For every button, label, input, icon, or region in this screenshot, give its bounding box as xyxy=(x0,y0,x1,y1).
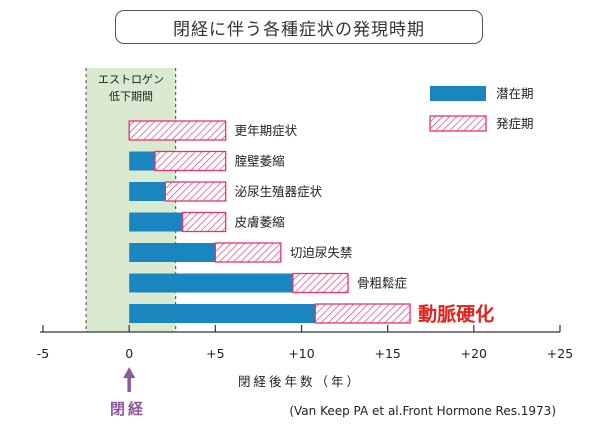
bar-onset-3 xyxy=(181,211,227,233)
menopause-label: 閉経 xyxy=(110,400,146,418)
menopause-arrow-head xyxy=(123,367,136,378)
estrogen-band-label-line1: エストロゲン xyxy=(98,73,164,86)
legend-swatch-latent xyxy=(430,86,486,101)
chart-title: 閉経に伴う各種症状の発現時期 xyxy=(115,10,483,44)
bar-latent-3 xyxy=(129,212,183,232)
estrogen-band-label-line2: 低下期間 xyxy=(109,90,153,103)
x-tick-label-3: +10 xyxy=(288,346,314,361)
category-label-1: 腟壁萎縮 xyxy=(235,154,285,169)
x-tick-label-1: 0 xyxy=(125,346,133,361)
bar-latent-6 xyxy=(129,304,316,323)
x-tick-label-0: -5 xyxy=(37,346,49,361)
x-tick-label-4: +15 xyxy=(374,346,400,361)
bar-onset-5 xyxy=(292,272,349,294)
bar-latent-5 xyxy=(129,273,293,293)
legend-swatch-onset xyxy=(429,115,487,132)
bar-onset-0 xyxy=(128,120,227,141)
legend-label-onset: 発症期 xyxy=(496,116,534,131)
x-tick-label-5: +20 xyxy=(461,346,487,361)
category-label-4: 切迫尿失禁 xyxy=(290,245,353,260)
citation: (Van Keep PA et al.Front Hormone Res.197… xyxy=(289,404,556,418)
legend-label-latent: 潜在期 xyxy=(496,86,534,101)
category-label-5: 骨粗鬆症 xyxy=(357,276,407,291)
menopause-marker xyxy=(123,367,136,392)
x-tick-label-6: +25 xyxy=(547,346,573,361)
x-tick-label-2: +5 xyxy=(206,346,224,361)
x-axis-title: 閉経後年数（年） xyxy=(238,374,362,389)
bar-latent-1 xyxy=(129,151,156,171)
bar-onset-6 xyxy=(314,303,411,324)
bar-onset-2 xyxy=(164,181,227,202)
category-label-0: 更年期症状 xyxy=(235,123,298,138)
category-label-6: 動脈硬化 xyxy=(418,303,494,326)
bar-latent-4 xyxy=(129,243,216,262)
category-label-2: 泌尿生殖器症状 xyxy=(235,184,323,199)
legend: 潜在期 発症期 xyxy=(429,86,534,132)
bar-latent-2 xyxy=(129,182,166,201)
bar-onset-1 xyxy=(154,150,227,172)
bar-onset-4 xyxy=(214,242,282,263)
category-label-3: 皮膚萎縮 xyxy=(235,215,285,230)
